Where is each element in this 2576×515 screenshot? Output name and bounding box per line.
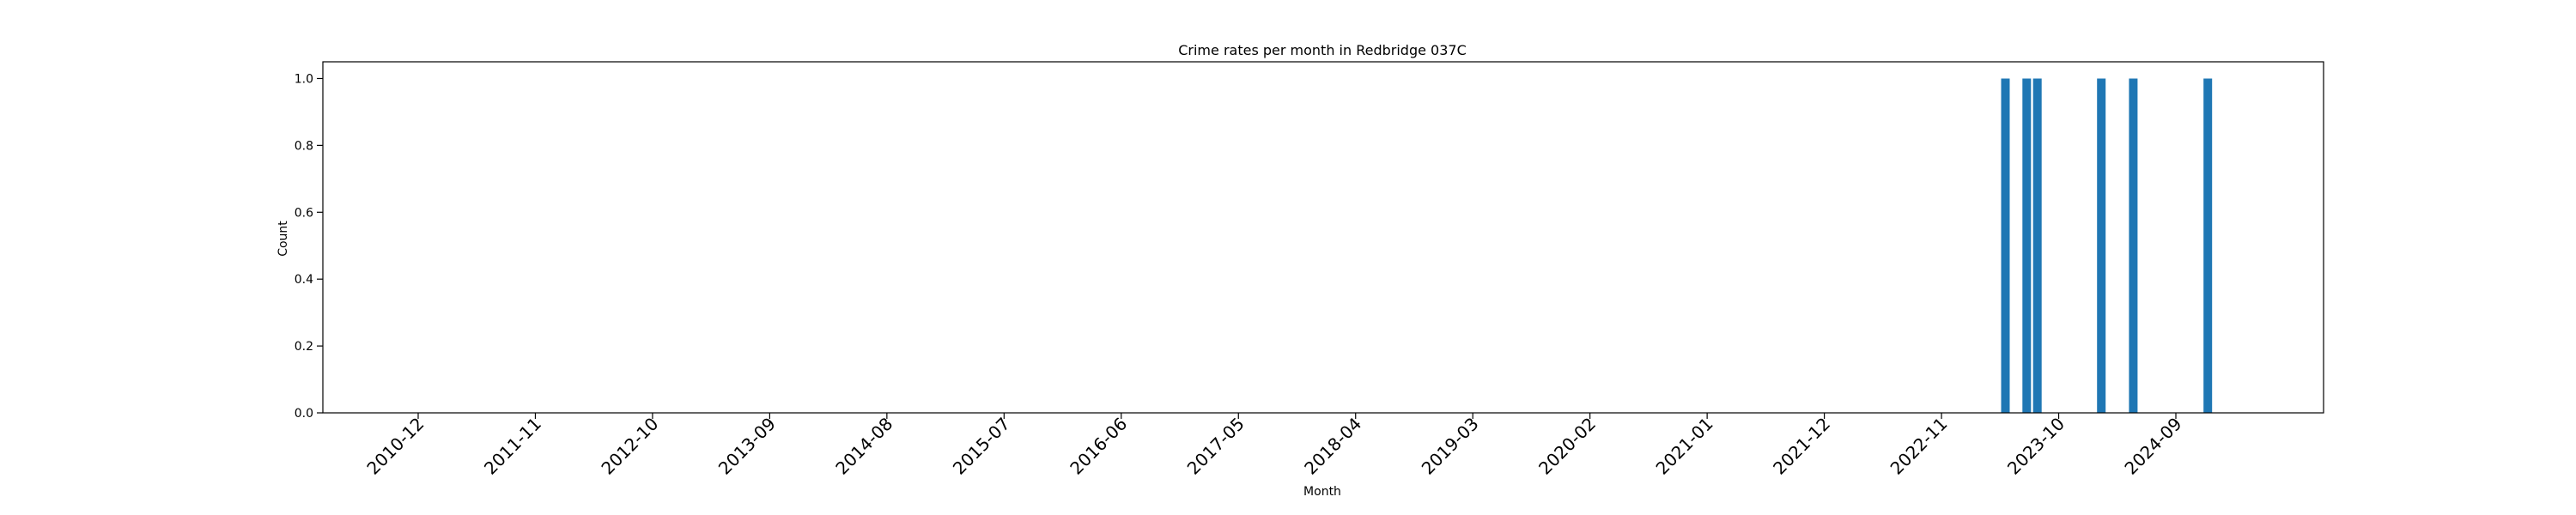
bars-group xyxy=(2001,78,2213,413)
y-tick-label: 0.6 xyxy=(295,206,313,220)
y-tick-label: 0.8 xyxy=(295,139,313,153)
y-tick-label: 0.0 xyxy=(295,407,313,421)
x-tick-label: 2019-03 xyxy=(1418,414,1483,479)
y-tick-label: 1.0 xyxy=(295,72,313,86)
bar-2024-02 xyxy=(2097,78,2106,413)
x-axis-label: Month xyxy=(1303,485,1341,499)
x-tick-label: 2022-11 xyxy=(1886,414,1952,479)
y-tick-label: 0.2 xyxy=(295,340,313,354)
bar-2023-07 xyxy=(2022,78,2032,413)
x-tick-label: 2021-12 xyxy=(1769,414,1834,479)
bar-2023-08 xyxy=(2032,78,2042,413)
x-tick-label: 2021-01 xyxy=(1652,414,1717,479)
x-tick-label: 2016-06 xyxy=(1066,414,1131,479)
plot-frame xyxy=(322,61,2324,414)
x-tick-label: 2018-04 xyxy=(1300,414,1365,479)
x-tick-label: 2013-09 xyxy=(714,414,780,479)
y-axis-label: Count xyxy=(276,221,290,257)
bar-2024-05 xyxy=(2129,78,2138,413)
x-tick-label: 2024-09 xyxy=(2120,414,2185,479)
x-tick-label: 2015-07 xyxy=(949,414,1014,479)
x-tick-label: 2014-08 xyxy=(831,414,896,479)
bar-2023-05 xyxy=(2001,78,2010,413)
x-tick-label: 2011-11 xyxy=(480,414,545,479)
x-tick-label: 2023-10 xyxy=(2003,414,2069,479)
x-tick-label: 2020-02 xyxy=(1534,414,1600,479)
x-tick-label: 2017-05 xyxy=(1183,414,1249,479)
x-axis: 2010-12 2011-11 2012-10 2013-09 2014-08 2015-… xyxy=(362,413,2186,479)
chart-title: Crime rates per month in Redbridge 037C xyxy=(1178,42,1467,58)
x-tick-label: 2010-12 xyxy=(362,414,428,479)
y-axis: 0.0 0.2 0.4 0.6 0.8 1.0 xyxy=(295,72,323,421)
x-tick-label: 2012-10 xyxy=(597,414,662,479)
bar-2024-12 xyxy=(2203,78,2213,413)
y-tick-label: 0.4 xyxy=(295,273,313,287)
